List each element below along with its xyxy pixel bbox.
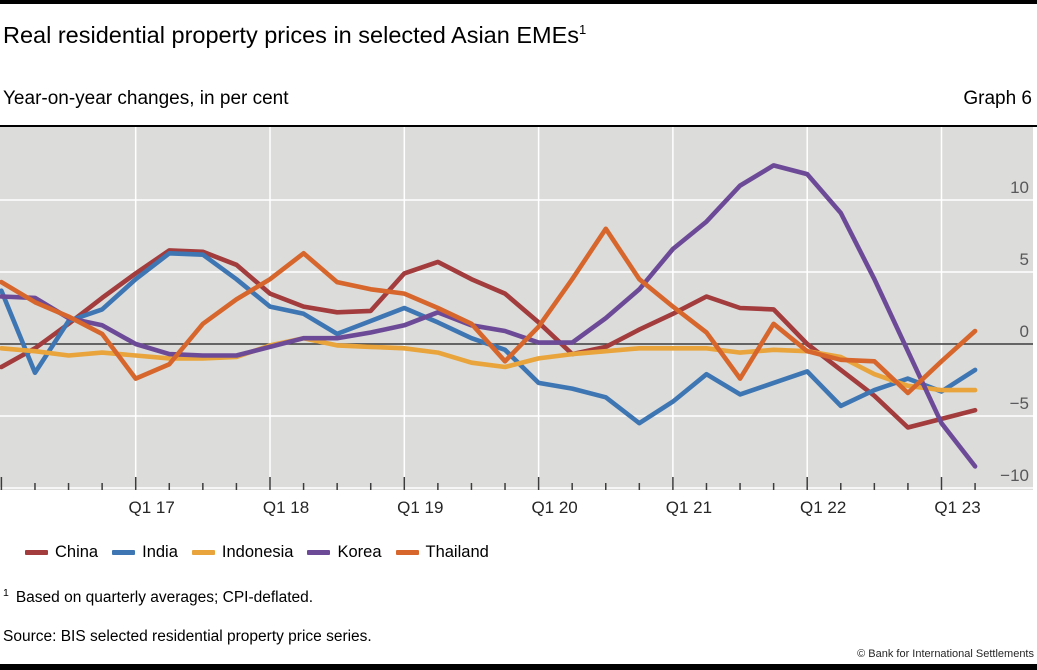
series-line-china <box>0 248 978 430</box>
legend-label-korea: Korea <box>337 543 382 561</box>
china-line-swatch <box>25 550 48 555</box>
x-axis-label: Q1 20 <box>531 498 577 517</box>
bottom-rule <box>0 664 1037 670</box>
thailand-line-swatch <box>395 550 419 555</box>
y-axis-label: −10 <box>1000 466 1029 485</box>
y-axis-label: 5 <box>1020 250 1029 269</box>
line-chart: 10 5 0 −5 −10 Q1 17 Q1 18 Q1 19 Q1 20 Q1 21 Q1 22 Q… <box>0 127 1033 517</box>
x-axis-label: Q1 18 <box>263 498 309 517</box>
series-line-korea <box>0 163 978 469</box>
y-axis-label: 10 <box>1010 178 1029 197</box>
legend-item-india: India <box>112 543 178 562</box>
title-text: Real residential property prices in sele… <box>3 22 580 48</box>
legend-label-china: China <box>55 543 99 561</box>
source-line: Source: BIS selected residential propert… <box>3 628 372 645</box>
footnote-marker: 1 <box>3 587 9 599</box>
series-line-thailand <box>0 226 978 396</box>
top-rule <box>0 0 1037 4</box>
x-axis-label: Q1 21 <box>666 498 712 517</box>
copyright-notice: © Bank for International Settlements <box>857 648 1034 660</box>
page-title: Real residential property prices in sele… <box>3 22 586 49</box>
plot-area <box>0 127 1033 490</box>
india-line-swatch <box>112 550 136 555</box>
legend-item-korea: Korea <box>307 543 382 562</box>
legend-label-thailand: Thailand <box>425 543 489 561</box>
y-axis-label: −5 <box>1010 394 1029 413</box>
chart-container: 10 5 0 −5 −10 Q1 17 Q1 18 Q1 19 Q1 20 Q1 21 Q1 22 Q… <box>0 127 1037 524</box>
graph-number-label: Graph 6 <box>963 88 1032 109</box>
legend-item-indonesia: Indonesia <box>191 543 294 562</box>
header-separator-rule <box>0 125 1037 127</box>
legend-item-china: China <box>25 543 98 562</box>
indonesia-line-swatch <box>191 550 215 555</box>
title-footnote-marker: 1 <box>579 22 587 38</box>
y-axis-label: 0 <box>1020 322 1029 341</box>
korea-line-swatch <box>307 550 331 555</box>
legend-label-indonesia: Indonesia <box>221 543 294 561</box>
x-axis-label: Q1 23 <box>934 498 980 517</box>
chart-subtitle: Year-on-year changes, in per cent <box>3 88 289 109</box>
chart-legend: China India Indonesia Korea Thailand <box>25 543 503 562</box>
legend-label-india: India <box>142 543 178 561</box>
x-axis-label: Q1 22 <box>800 498 846 517</box>
x-axis-label: Q1 19 <box>397 498 443 517</box>
footnote-text: Based on quarterly averages; CPI-deflate… <box>15 589 314 607</box>
legend-item-thailand: Thailand <box>395 543 489 562</box>
x-axis-label: Q1 17 <box>129 498 175 517</box>
footnote: 1 Based on quarterly averages; CPI-deflat… <box>3 587 313 607</box>
